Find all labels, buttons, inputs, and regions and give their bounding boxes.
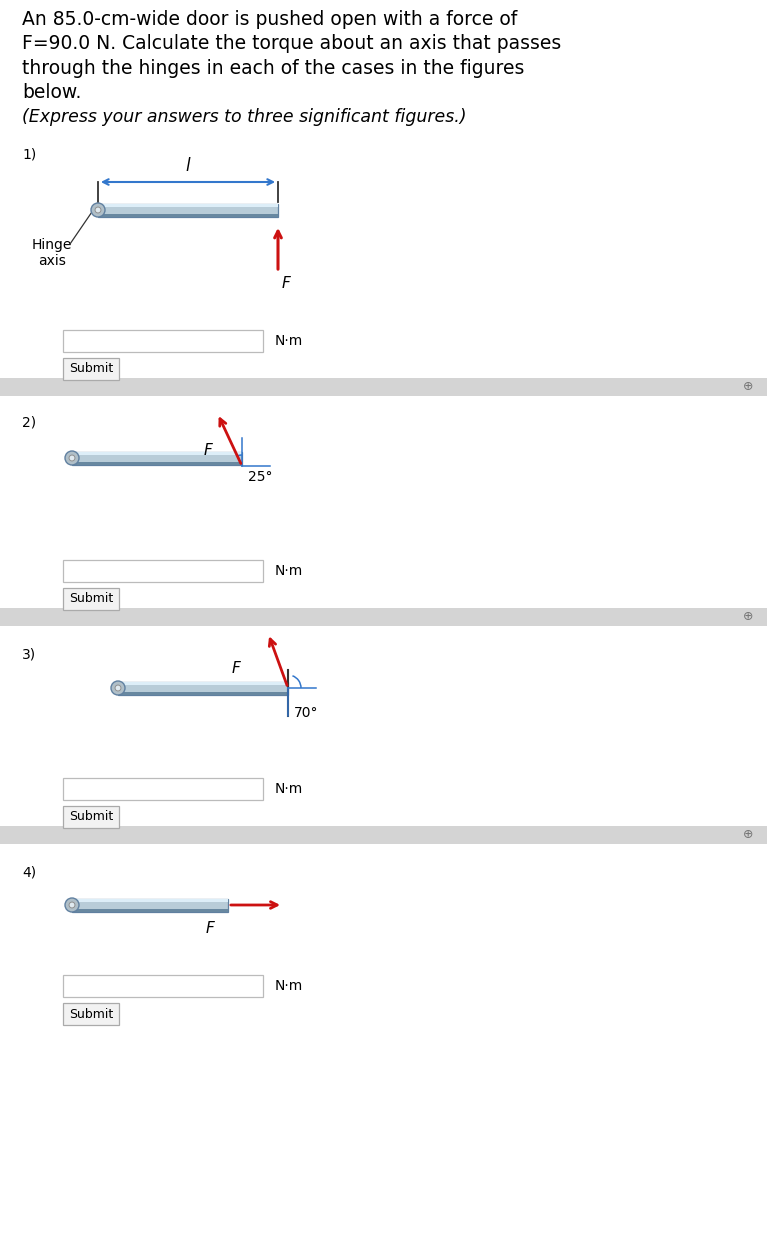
Bar — [0, 607, 767, 626]
Circle shape — [69, 456, 75, 461]
Bar — [98, 213, 278, 217]
Text: ⊕: ⊕ — [742, 610, 753, 624]
Circle shape — [111, 681, 125, 695]
Bar — [63, 1003, 119, 1025]
Circle shape — [65, 899, 79, 912]
Text: N·m: N·m — [275, 334, 303, 348]
Text: F: F — [206, 921, 214, 936]
Bar — [0, 826, 767, 845]
Text: (Express your answers to three significant figures.): (Express your answers to three significa… — [22, 108, 466, 126]
Bar — [98, 203, 278, 207]
Text: N·m: N·m — [275, 782, 303, 796]
Bar — [72, 899, 228, 911]
Bar — [118, 692, 288, 694]
Bar — [98, 203, 278, 217]
Bar — [63, 778, 263, 799]
Bar — [72, 899, 228, 902]
Bar — [72, 909, 228, 911]
Bar — [118, 681, 288, 694]
Text: 70°: 70° — [294, 707, 318, 720]
Circle shape — [115, 685, 121, 692]
Text: F: F — [231, 661, 240, 676]
Bar — [63, 589, 119, 610]
Text: Submit: Submit — [69, 1008, 113, 1020]
Bar — [63, 975, 263, 996]
Text: ⊕: ⊕ — [742, 380, 753, 394]
Text: Submit: Submit — [69, 811, 113, 823]
Circle shape — [91, 203, 105, 217]
Text: N·m: N·m — [275, 563, 303, 579]
Text: N·m: N·m — [275, 979, 303, 993]
Circle shape — [65, 451, 79, 466]
Bar — [118, 681, 288, 685]
Text: 3): 3) — [22, 648, 36, 661]
Text: 25°: 25° — [248, 471, 272, 484]
Text: ⊕: ⊕ — [742, 828, 753, 842]
Bar — [72, 452, 242, 456]
Text: Submit: Submit — [69, 363, 113, 375]
Text: Submit: Submit — [69, 592, 113, 605]
Bar — [72, 452, 242, 464]
Text: 2): 2) — [22, 415, 36, 429]
Text: l: l — [186, 157, 190, 174]
Bar — [0, 378, 767, 397]
Bar — [72, 462, 242, 464]
Text: 1): 1) — [22, 148, 36, 162]
Text: Hinge
axis: Hinge axis — [31, 238, 72, 269]
Bar — [63, 806, 119, 828]
Text: F: F — [203, 443, 212, 458]
Circle shape — [95, 207, 101, 213]
Text: 4): 4) — [22, 866, 36, 880]
Bar — [63, 330, 263, 351]
Text: F: F — [282, 276, 291, 291]
Circle shape — [69, 902, 75, 907]
Bar — [63, 358, 119, 380]
Text: An 85.0-cm-wide door is pushed open with a force of
F=90.0 N. Calculate the torq: An 85.0-cm-wide door is pushed open with… — [22, 10, 561, 102]
Bar — [63, 560, 263, 582]
